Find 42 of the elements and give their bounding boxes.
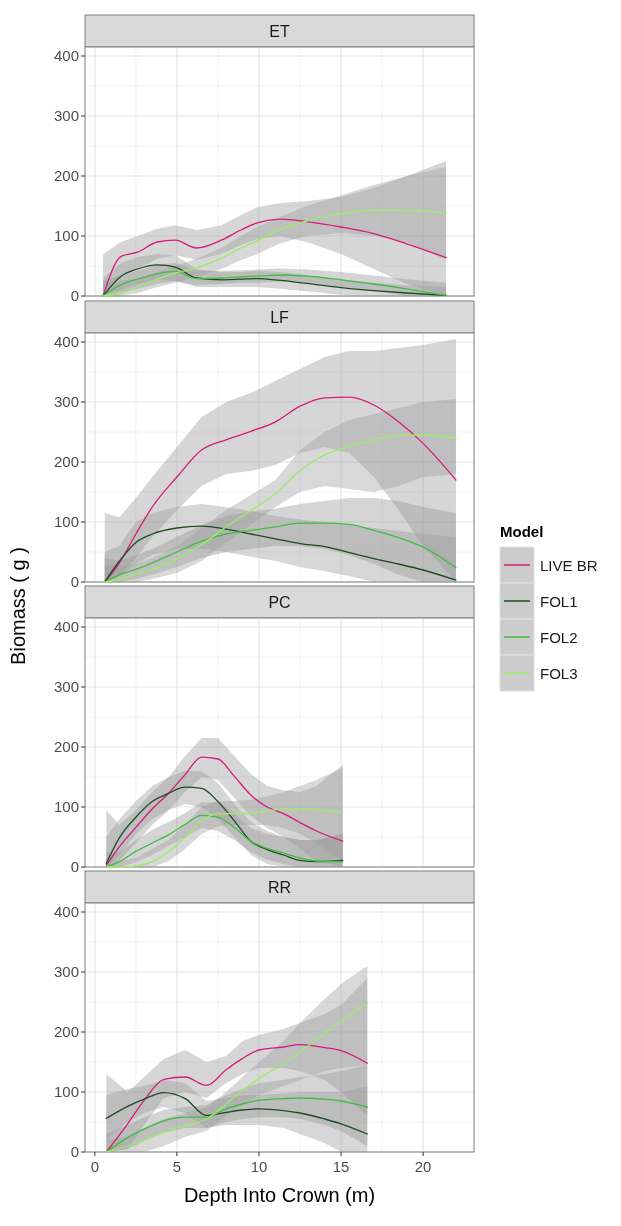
x-tick-label: 15 — [332, 1158, 350, 1175]
chart-title: RR — [267, 879, 292, 896]
y-tick-label: 300 — [53, 107, 79, 124]
y-tick-label: 400 — [53, 618, 79, 635]
y-tick-label: 200 — [53, 1023, 79, 1040]
y-tick-label: 0 — [70, 1143, 79, 1160]
x-tick-label: 0 — [90, 1158, 100, 1175]
line-series — [105, 1043, 368, 1153]
legend-label: FOL1 — [540, 593, 578, 610]
y-tick-label: 400 — [53, 903, 79, 920]
y-tick-label: 100 — [53, 798, 79, 815]
line-series — [105, 786, 344, 865]
legend-title: Model — [500, 523, 544, 540]
y-tick-label: 0 — [70, 858, 79, 875]
chart-title: LF — [270, 309, 290, 326]
legend-label: FOL3 — [540, 665, 578, 682]
y-tick-label: 200 — [53, 453, 79, 470]
y-tick-label: 100 — [53, 513, 79, 530]
chart-title: ET — [269, 23, 290, 40]
y-tick-label: 0 — [70, 287, 79, 304]
x-axis-title: Depth Into Crown (m) — [183, 1184, 376, 1206]
y-tick-label: 300 — [53, 963, 79, 980]
x-tick-label: 10 — [250, 1158, 268, 1175]
line-series — [104, 434, 457, 583]
y-tick-label: 200 — [53, 738, 79, 755]
y-tick-label: 200 — [53, 167, 79, 184]
legend-label: FOL2 — [540, 629, 578, 646]
x-tick-label: 5 — [172, 1158, 182, 1175]
y-tick-label: 300 — [53, 393, 79, 410]
line-series — [105, 1097, 368, 1153]
y-tick-label: 300 — [53, 678, 79, 695]
y-tick-label: 400 — [53, 333, 79, 350]
chart-title: PC — [268, 594, 291, 611]
x-tick-label: 20 — [414, 1158, 432, 1175]
y-tick-label: 400 — [53, 47, 79, 64]
y-tick-label: 0 — [70, 573, 79, 590]
line-series — [105, 1091, 368, 1135]
line-series — [102, 270, 447, 297]
legend-label: LIVE BR — [540, 557, 598, 574]
y-tick-label: 100 — [53, 227, 79, 244]
y-tick-label: 100 — [53, 1083, 79, 1100]
y-axis-title: Biomass ( g ) — [7, 547, 29, 665]
